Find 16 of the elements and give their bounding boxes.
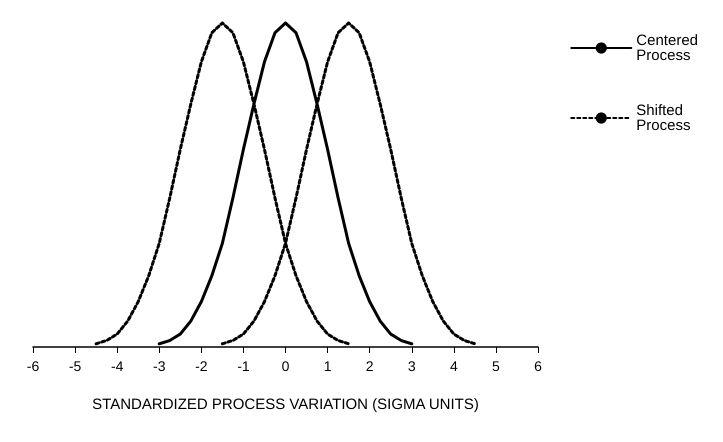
x-axis-title: STANDARDIZED PROCESS VARIATION (SIGMA UNITS) bbox=[92, 396, 479, 413]
x-tick-label: -6 bbox=[26, 358, 40, 374]
legend-label: Centered Process bbox=[636, 32, 698, 64]
x-tick-label: 5 bbox=[492, 358, 500, 374]
x-tick-label: -1 bbox=[237, 358, 250, 374]
x-tick-label: 0 bbox=[282, 358, 290, 374]
legend-label: Shifted Process bbox=[636, 102, 690, 134]
x-tick-label: -4 bbox=[110, 358, 124, 374]
x-tick-label: 6 bbox=[534, 358, 542, 374]
x-tick-label: -5 bbox=[68, 358, 82, 374]
x-tick-label: 2 bbox=[366, 358, 374, 374]
x-tick-label: 3 bbox=[408, 358, 416, 374]
x-tick-label: -2 bbox=[195, 358, 208, 374]
x-tick-label: -3 bbox=[153, 358, 166, 374]
x-tick-label: 1 bbox=[324, 358, 332, 374]
x-tick-label: 4 bbox=[450, 358, 458, 374]
